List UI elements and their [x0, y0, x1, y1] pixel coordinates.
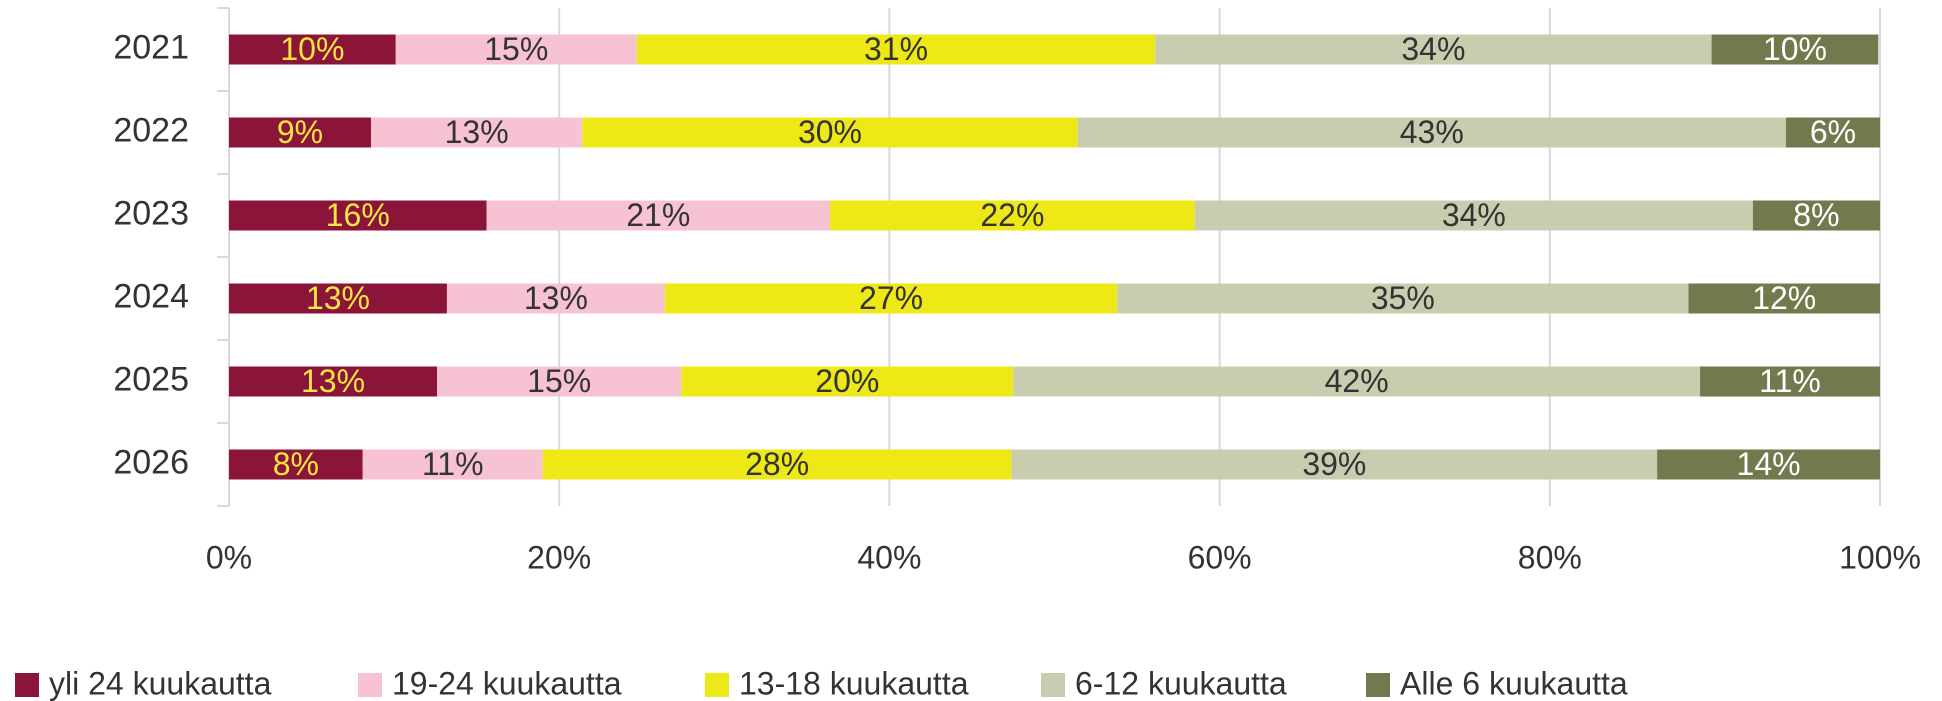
- bar-segment: [229, 283, 447, 314]
- data-label: 15%: [527, 363, 591, 399]
- data-label: 31%: [864, 31, 928, 67]
- data-label: 8%: [273, 446, 319, 482]
- data-label: 13%: [306, 280, 370, 316]
- bar-segment: [664, 283, 1118, 314]
- data-label: 27%: [859, 280, 923, 316]
- data-label: 11%: [1759, 363, 1821, 399]
- legend-label: 6-12 kuukautta: [1075, 665, 1287, 701]
- legend-swatch: [358, 673, 382, 697]
- bar-segment: [1155, 34, 1712, 65]
- bar-segment: [681, 366, 1014, 397]
- y-tick-label: 2023: [113, 194, 189, 232]
- bar-segment: [1752, 200, 1880, 231]
- legend-swatch: [15, 673, 39, 697]
- bar-segment: [1011, 449, 1658, 480]
- data-label: 15%: [484, 31, 548, 67]
- data-label: 9%: [277, 114, 323, 150]
- legend-label: 13-18 kuukautta: [739, 665, 969, 701]
- bar-segment: [446, 283, 665, 314]
- data-label: 10%: [280, 31, 344, 67]
- bar-segment: [1077, 117, 1786, 148]
- bar-segment: [486, 200, 830, 231]
- data-label: 12%: [1752, 280, 1816, 316]
- bar-segment: [582, 117, 1078, 148]
- data-label: 28%: [745, 446, 809, 482]
- x-tick-label: 40%: [857, 539, 921, 575]
- data-label: 21%: [626, 197, 690, 233]
- legend-swatch: [1366, 673, 1390, 697]
- bar-segment: [362, 449, 543, 480]
- data-label: 42%: [1325, 363, 1389, 399]
- bar-segment: [542, 449, 1012, 480]
- data-label: 30%: [798, 114, 862, 150]
- x-tick-label: 80%: [1518, 539, 1582, 575]
- bar-segment: [370, 117, 583, 148]
- bar-segment: [636, 34, 1156, 65]
- data-label: 13%: [524, 280, 588, 316]
- data-label: 22%: [980, 197, 1044, 233]
- bar-segment: [1013, 366, 1701, 397]
- data-label: 20%: [815, 363, 879, 399]
- legend-label: 19-24 kuukautta: [392, 665, 622, 701]
- bar-segment: [229, 449, 363, 480]
- legend-swatch: [705, 673, 729, 697]
- y-tick-label: 2024: [113, 277, 189, 315]
- data-label: 13%: [301, 363, 365, 399]
- bar-segment: [1657, 449, 1880, 480]
- data-label: 13%: [445, 114, 509, 150]
- bar-segment: [395, 34, 637, 65]
- bar-segment: [229, 200, 487, 231]
- x-tick-label: 0%: [206, 539, 252, 575]
- data-label: 35%: [1371, 280, 1435, 316]
- bar-segment: [1117, 283, 1689, 314]
- data-label: 14%: [1737, 446, 1801, 482]
- bar-segment: [829, 200, 1195, 231]
- x-tick-label: 20%: [527, 539, 591, 575]
- data-label: 43%: [1400, 114, 1464, 150]
- bar-segment: [1785, 117, 1880, 148]
- bar-segment: [229, 366, 438, 397]
- bar-segment: [1688, 283, 1880, 314]
- data-label: 34%: [1401, 31, 1465, 67]
- data-label: 11%: [422, 446, 484, 482]
- y-tick-label: 2025: [113, 360, 189, 398]
- bar-segment: [1194, 200, 1753, 231]
- x-tick-label: 100%: [1839, 539, 1921, 575]
- y-tick-label: 2026: [113, 443, 189, 481]
- data-label: 34%: [1442, 197, 1506, 233]
- legend-swatch: [1041, 673, 1065, 697]
- bar-segment: [437, 366, 682, 397]
- data-label: 16%: [326, 197, 390, 233]
- bar-segment: [229, 117, 371, 148]
- y-tick-label: 2022: [113, 111, 189, 149]
- data-label: 8%: [1793, 197, 1839, 233]
- x-tick-label: 60%: [1188, 539, 1252, 575]
- bar-segment: [1711, 34, 1879, 65]
- data-label: 6%: [1810, 114, 1856, 150]
- legend-label: yli 24 kuukautta: [49, 665, 272, 701]
- bar-segment: [229, 34, 396, 65]
- legend-label: Alle 6 kuukautta: [1400, 665, 1628, 701]
- bar-segment: [1700, 366, 1880, 397]
- data-label: 39%: [1302, 446, 1366, 482]
- y-tick-label: 2021: [113, 28, 189, 66]
- data-label: 10%: [1763, 31, 1827, 67]
